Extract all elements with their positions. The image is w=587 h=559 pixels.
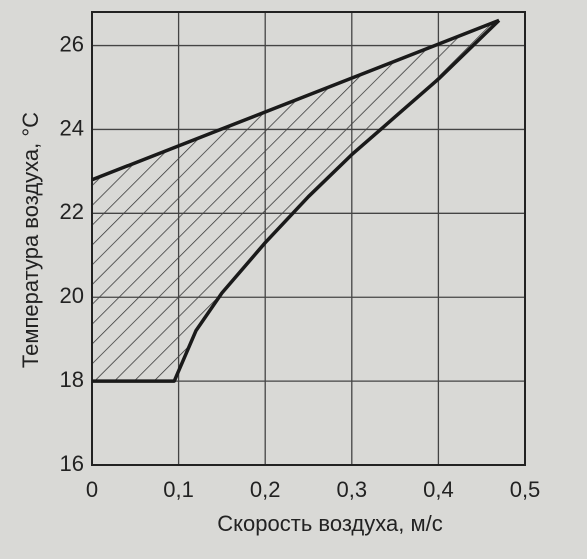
y-tick-label: 18 — [60, 367, 84, 392]
x-tick-label: 0 — [86, 477, 98, 502]
plot-frame — [91, 11, 526, 466]
boundary-line — [92, 19, 501, 383]
y-tick-label: 16 — [60, 451, 84, 476]
boundary-line — [91, 18, 500, 182]
hatched-area — [92, 20, 500, 382]
y-axis-label: Температура воздуха, °С — [18, 112, 43, 368]
x-axis-label: Скорость воздуха, м/с — [217, 511, 442, 536]
y-tick-label: 24 — [60, 115, 84, 140]
x-tick-label: 0,3 — [337, 477, 368, 502]
y-tick-label: 22 — [60, 199, 84, 224]
x-tick-label: 0,1 — [163, 477, 194, 502]
y-tick-label: 20 — [60, 283, 84, 308]
x-tick-label: 0,4 — [423, 477, 454, 502]
x-tick-label: 0,2 — [250, 477, 281, 502]
x-tick-label: 0,5 — [510, 477, 541, 502]
y-tick-label: 26 — [60, 31, 84, 56]
